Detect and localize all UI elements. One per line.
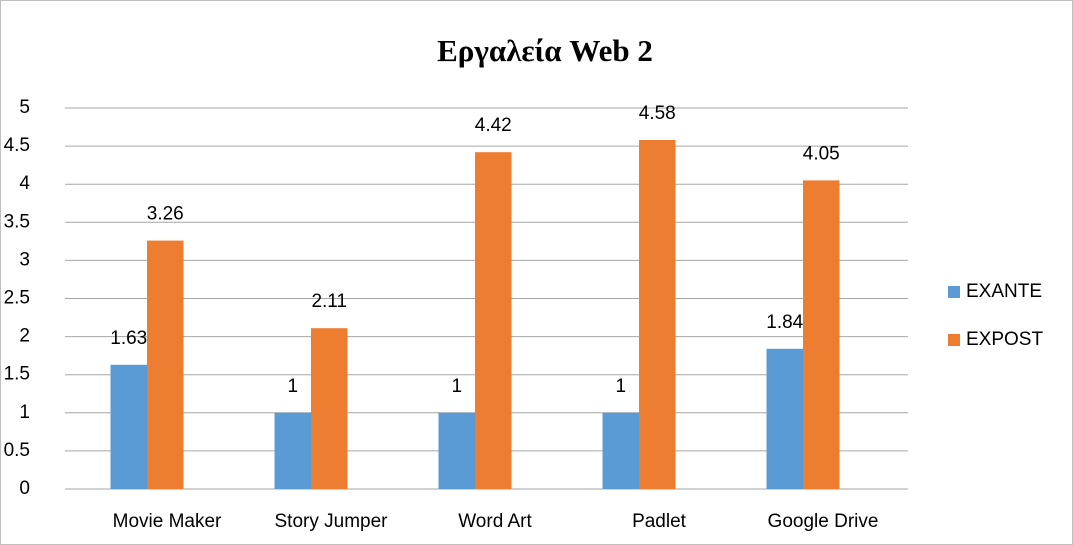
data-label: 1.63 [110, 328, 147, 349]
y-tick-label: 4 [19, 173, 30, 194]
x-tick-label: Padlet [632, 511, 687, 532]
bar [766, 348, 803, 489]
y-tick-label: 1.5 [4, 364, 30, 385]
data-label: 4.42 [475, 115, 512, 136]
bar [274, 412, 311, 489]
data-label: 1 [451, 376, 462, 397]
data-label: 2.11 [311, 291, 347, 312]
y-tick-label: 2 [19, 326, 30, 347]
bar [475, 152, 512, 490]
legend-label: EXANTE [966, 281, 1042, 302]
bar [602, 412, 639, 489]
bar [110, 364, 147, 489]
data-label: 3.26 [147, 204, 184, 225]
y-tick-label: 4.5 [4, 135, 30, 156]
y-tick-label: 3.5 [4, 211, 30, 232]
data-label: 4.58 [639, 103, 676, 124]
legend-swatch [948, 334, 960, 346]
x-tick-label: Story Jumper [275, 511, 389, 532]
y-tick-label: 0.5 [4, 440, 30, 461]
data-label: 1 [287, 376, 298, 397]
legend-swatch [948, 286, 960, 298]
data-label: 1 [615, 376, 626, 397]
x-tick-label: Word Art [458, 511, 532, 532]
data-label: 1.84 [766, 312, 803, 333]
y-tick-label: 3 [19, 249, 30, 270]
bar [639, 140, 676, 489]
y-tick-label: 0 [19, 478, 30, 499]
x-tick-label: Movie Maker [113, 511, 222, 532]
data-label: 4.05 [803, 143, 840, 164]
legend-label: EXPOST [966, 329, 1043, 350]
bar [438, 412, 475, 489]
bar [803, 180, 840, 489]
bar [147, 240, 184, 489]
x-tick-label: Google Drive [768, 511, 879, 532]
y-tick-label: 5 [19, 97, 30, 118]
y-tick-label: 1 [19, 402, 30, 423]
y-tick-label: 2.5 [4, 288, 30, 309]
bar [311, 328, 348, 489]
chart-title: Εργαλεία Web 2 [437, 33, 653, 68]
